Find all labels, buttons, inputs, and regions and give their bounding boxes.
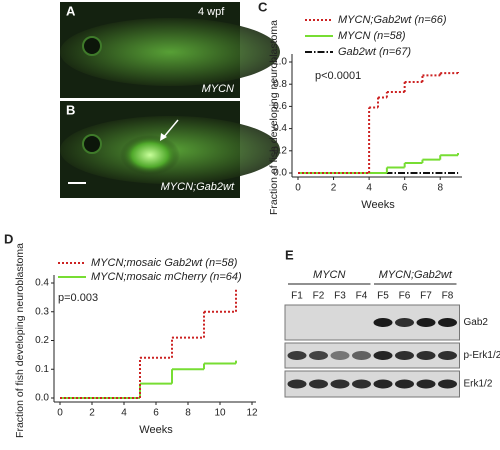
panel-letter: C [258, 0, 268, 14]
lane-label: F1 [291, 291, 303, 302]
blot-band [330, 379, 350, 389]
legend-label: MYCN (n=58) [338, 30, 406, 42]
group-label: MYCN;Gab2wt [379, 269, 453, 281]
image-caption: MYCN [202, 83, 234, 95]
blot-band [416, 351, 436, 360]
lane-label: F5 [377, 291, 389, 302]
arrow-head [160, 133, 167, 141]
image-time: 4 wpf [198, 6, 225, 18]
lane-label: F3 [334, 291, 346, 302]
panel-letter: B [66, 102, 75, 117]
annotation: p=0.003 [58, 292, 98, 304]
y-tick-label: 0.0 [35, 393, 49, 404]
arrow [162, 119, 179, 139]
x-tick-label: 6 [402, 183, 408, 194]
y-tick-label: 0.4 [35, 278, 49, 289]
blot-band [287, 379, 307, 389]
x-tick-label: 2 [89, 408, 95, 419]
lane-label: F2 [313, 291, 325, 302]
x-tick-label: 6 [153, 408, 159, 419]
panel-a-image: A 4 wpf MYCN [60, 2, 280, 98]
x-tick-label: 4 [366, 183, 372, 194]
y-tick-label: 0.6 [273, 101, 287, 112]
y-tick-label: 0.3 [35, 306, 49, 317]
x-tick-label: 4 [121, 408, 127, 419]
band-label: Erk1/2 [464, 379, 493, 390]
blot-band [373, 351, 393, 360]
y-tick-label: 0.4 [273, 123, 287, 134]
lane-label: F8 [442, 291, 454, 302]
image-caption: MYCN;Gab2wt [161, 181, 235, 193]
lane-label: F6 [399, 291, 411, 302]
panel-letter: E [285, 247, 294, 262]
blot-band [395, 379, 414, 389]
panel-letter: D [4, 231, 13, 246]
x-tick-label: 0 [295, 183, 301, 194]
band-label: Gab2 [464, 317, 489, 328]
blot-band [416, 318, 436, 327]
y-axis-label: Fraction of fish developing neuroblastom… [268, 20, 280, 215]
y-tick-label: 0.8 [273, 79, 287, 90]
annotation: p<0.0001 [315, 70, 361, 82]
band-label: p-Erk1/2 [464, 350, 500, 361]
y-axis-label: Fraction of fish developing neuroblastom… [14, 243, 26, 438]
legend-label: MYCN;Gab2wt (n=66) [338, 14, 447, 26]
blot-band [395, 351, 414, 360]
blot-band [395, 318, 414, 327]
x-axis-label: Weeks [361, 199, 395, 211]
blot-band [352, 351, 371, 360]
y-tick-label: 0.2 [273, 145, 287, 156]
blot-band [287, 351, 307, 360]
blot-band [373, 318, 393, 327]
legend-label: MYCN;mosaic mCherry (n=64) [91, 271, 242, 283]
x-tick-label: 0 [57, 408, 63, 419]
blot-band [330, 351, 350, 360]
x-tick-label: 12 [246, 408, 258, 419]
blot-band [309, 379, 328, 389]
x-tick-label: 8 [437, 183, 443, 194]
group-label: MYCN [313, 269, 345, 281]
blot-band [416, 379, 436, 389]
y-tick-label: 1.0 [273, 57, 287, 68]
panel-b-image: B MYCN;Gab2wt [60, 101, 280, 198]
x-tick-label: 8 [185, 408, 191, 419]
x-tick-label: 10 [214, 408, 226, 419]
lane-label: F4 [356, 291, 368, 302]
blot-band [438, 318, 457, 327]
x-tick-label: 2 [331, 183, 337, 194]
blot-band [373, 379, 393, 389]
y-tick-label: 0.0 [273, 168, 287, 179]
blot-band [309, 351, 328, 360]
blot-band [438, 351, 457, 360]
blot-band [352, 379, 371, 389]
legend-label: MYCN;mosaic Gab2wt (n=58) [91, 257, 238, 269]
legend-label: Gab2wt (n=67) [338, 46, 411, 58]
panel-letter: A [66, 3, 76, 18]
y-tick-label: 0.1 [35, 364, 49, 375]
lane-label: F7 [420, 291, 432, 302]
blot-band [438, 379, 457, 389]
x-axis-label: Weeks [139, 424, 173, 436]
y-tick-label: 0.2 [35, 335, 49, 346]
